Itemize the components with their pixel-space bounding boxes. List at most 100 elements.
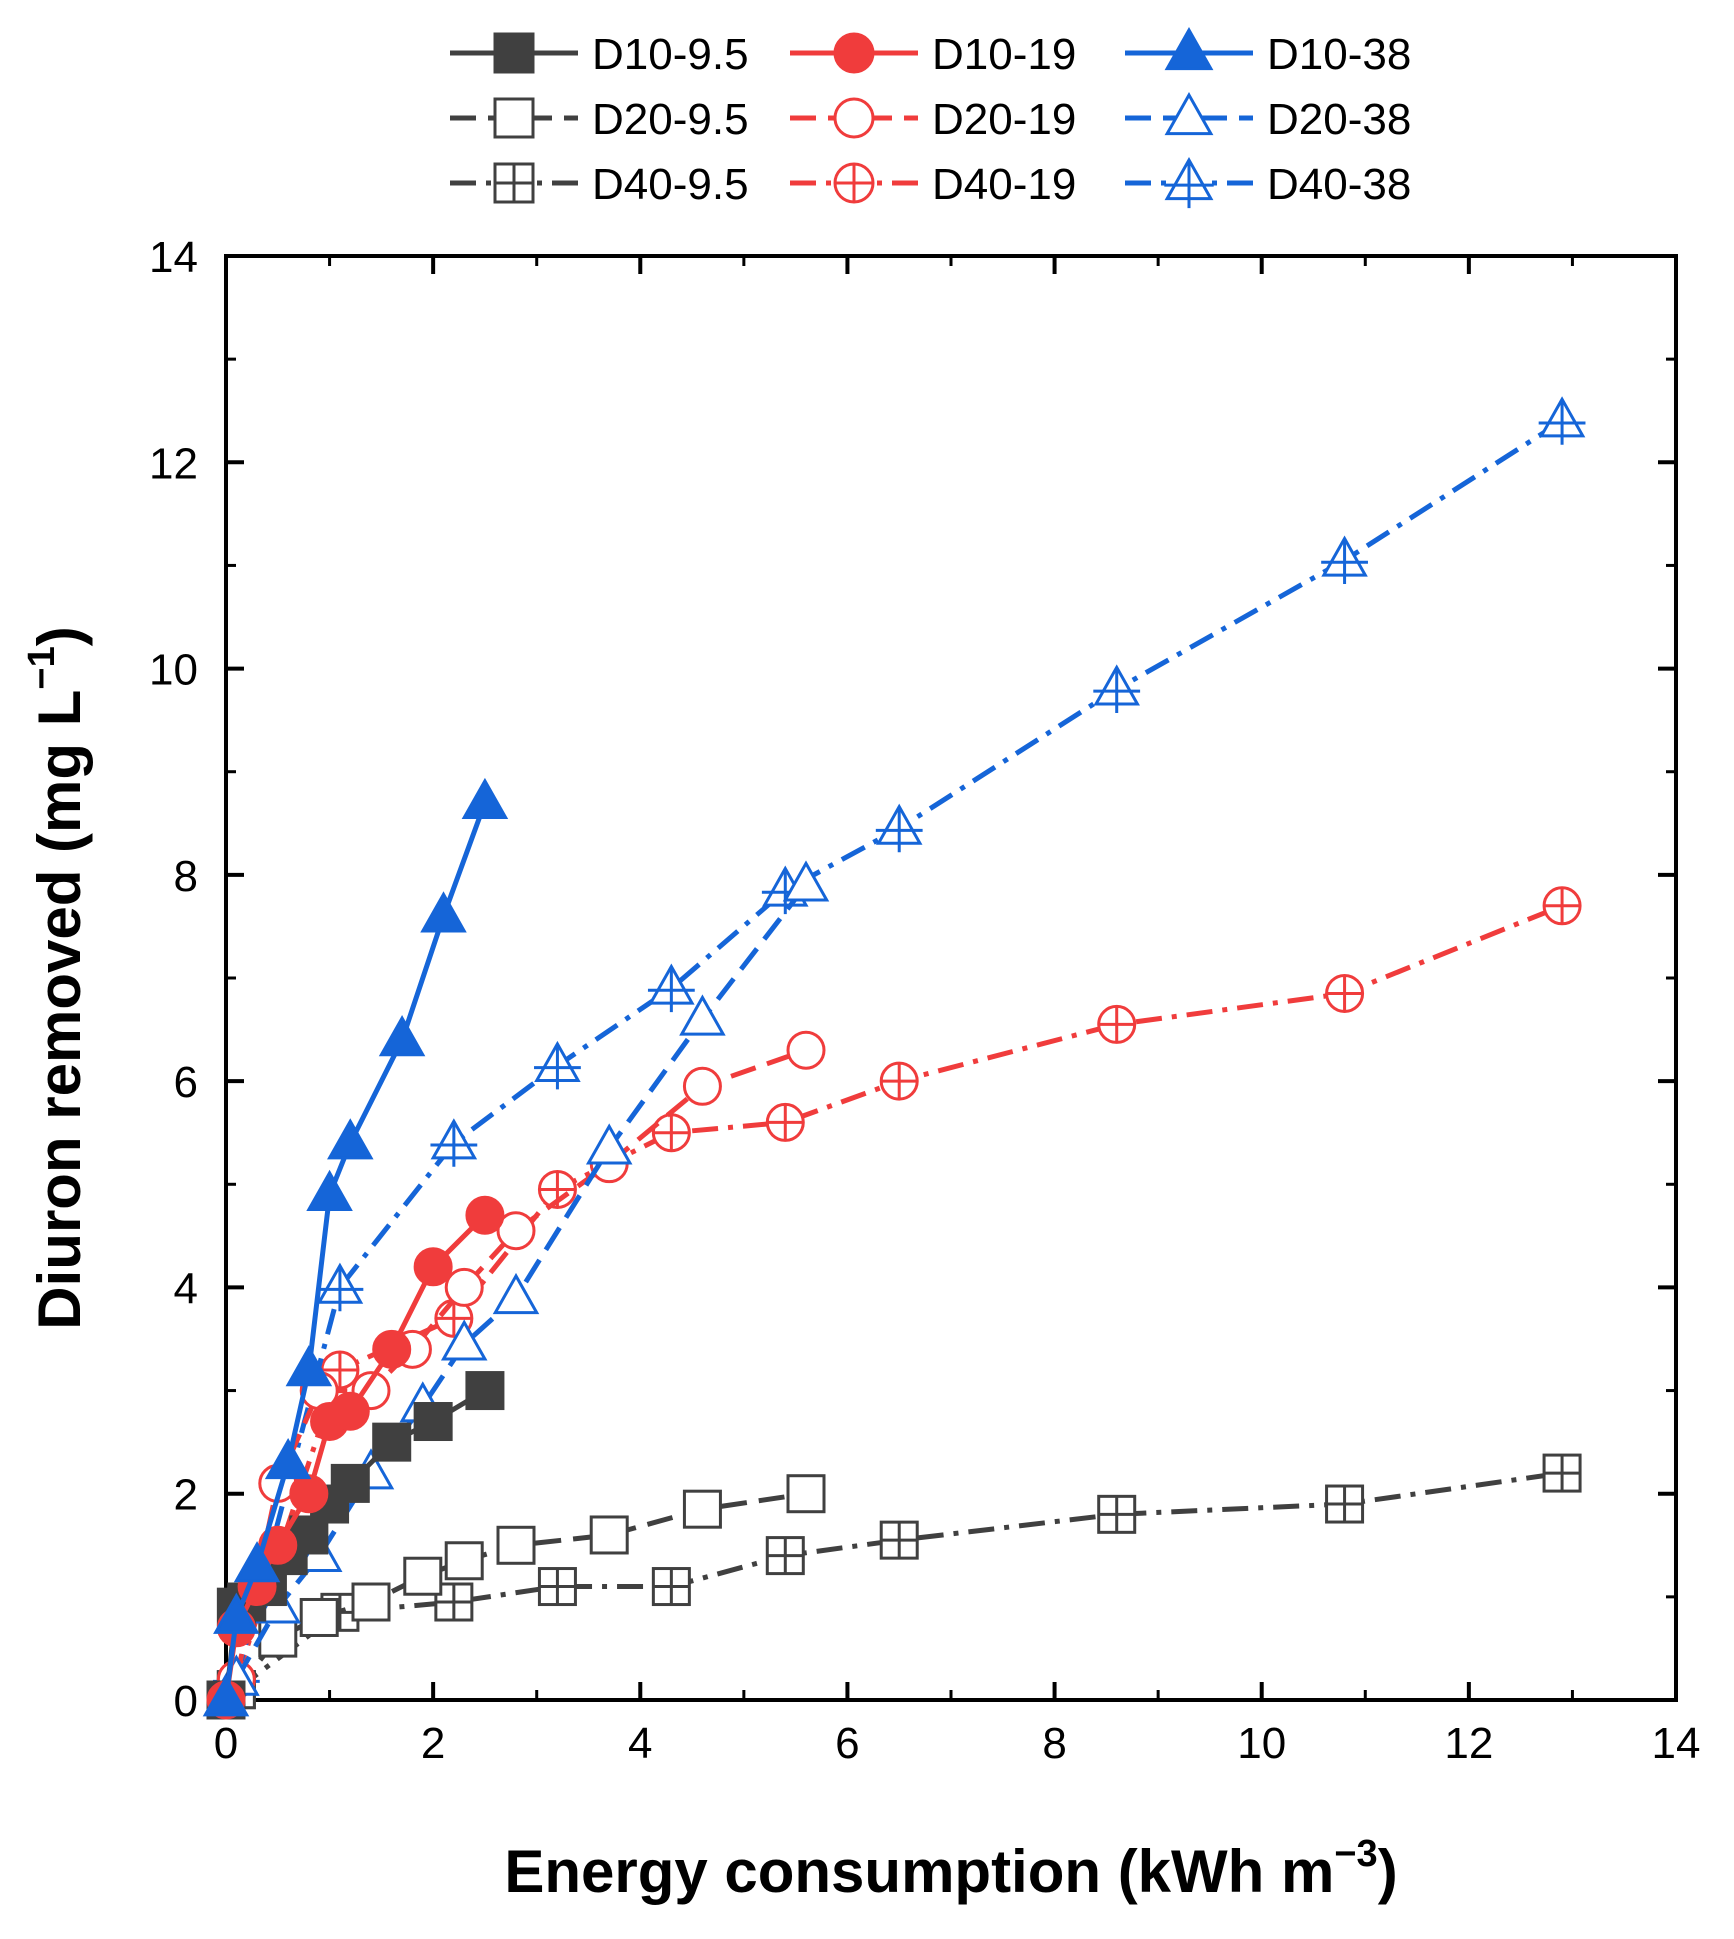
legend-label: D20-38 (1267, 95, 1411, 144)
data-point (589, 1515, 629, 1555)
legend-label: D10-9.5 (592, 30, 749, 79)
marker-square (413, 1402, 453, 1442)
legend-marker (833, 162, 875, 204)
data-point (879, 1061, 919, 1101)
marker-cross (495, 164, 533, 202)
marker-cross (430, 1121, 478, 1167)
data-point (679, 994, 726, 1036)
data-point (299, 1597, 339, 1637)
x-tick-label: 8 (1042, 1719, 1066, 1768)
marker-triangle (233, 1541, 281, 1583)
data-point (430, 1118, 478, 1167)
marker-circle (833, 32, 875, 74)
data-point (1542, 1453, 1582, 1493)
y-tick-label: 4 (174, 1264, 198, 1313)
y-tick-label: 14 (149, 233, 198, 282)
series-D20-38 (213, 860, 830, 1696)
legend-label: D20-9.5 (592, 95, 749, 144)
data-point (202, 1675, 250, 1717)
data-point (403, 1556, 443, 1596)
data-point (465, 1195, 505, 1235)
series-line (234, 903, 1564, 1681)
plot-area: 0 2 4 6 8 10 12 14 0 2 4 6 8 10 12 14 (149, 233, 1700, 1768)
legend-marker (1164, 91, 1214, 136)
marker-triangle (264, 1437, 312, 1480)
x-axis-title-text: Energy consumption (kWh m (504, 1838, 1334, 1905)
marker-cross (534, 1043, 581, 1090)
marker-circle (258, 1525, 298, 1565)
data-point (461, 777, 509, 820)
data-point (782, 860, 830, 902)
marker-cross (653, 1114, 690, 1151)
marker-triangle (327, 1118, 374, 1160)
marker-square (372, 1422, 412, 1462)
data-point (351, 1582, 391, 1622)
marker-cross (647, 966, 695, 1013)
data-point (233, 1541, 281, 1583)
marker-triangle (679, 994, 726, 1036)
marker-triangle (1164, 91, 1214, 136)
marker-circle (289, 1474, 329, 1514)
marker-triangle (213, 1592, 260, 1634)
legend-item: D10-19 (790, 30, 1076, 79)
marker-cross (316, 1265, 364, 1312)
x-tick-label: 6 (835, 1719, 859, 1768)
marker-square (465, 1371, 505, 1411)
legend-marker (493, 162, 535, 204)
data-point (765, 1102, 805, 1142)
data-point (465, 1371, 505, 1411)
data-point (496, 1211, 536, 1251)
data-point (316, 1262, 364, 1312)
data-point (444, 1541, 484, 1581)
x-axis-title-superscript: −3 (1334, 1833, 1377, 1875)
series-line (234, 1491, 807, 1692)
marker-cross (881, 1063, 918, 1100)
x-axis-ticks: 0 2 4 6 8 10 12 14 (214, 256, 1700, 1768)
legend-label: D40-9.5 (592, 160, 749, 209)
marker-cross (435, 1584, 472, 1621)
marker-cross (653, 1568, 690, 1605)
y-tick-label: 12 (149, 439, 198, 488)
data-point (258, 1525, 298, 1565)
marker-square (351, 1582, 391, 1622)
marker-triangle (378, 1015, 426, 1057)
y-axis-title: Diuron removed (mg L−1) (21, 626, 93, 1329)
data-point (765, 1536, 805, 1576)
marker-square (496, 1525, 536, 1565)
data-point (537, 1567, 577, 1607)
plot-frame (224, 254, 1678, 1702)
data-point (492, 1272, 540, 1315)
marker-triangle (585, 1123, 633, 1165)
marker-triangle (306, 1169, 353, 1211)
x-axis-title: Energy consumption (kWh m−3) (504, 1833, 1397, 1905)
x-tick-label: 0 (214, 1719, 238, 1768)
data-point (786, 1030, 826, 1070)
marker-triangle (285, 1345, 333, 1387)
data-point (682, 1489, 722, 1529)
marker-triangle (492, 1272, 540, 1315)
marker-square (403, 1556, 443, 1596)
series-line (233, 1047, 807, 1680)
data-point (1321, 535, 1368, 585)
series-line (234, 1470, 1563, 1692)
data-point (682, 1066, 722, 1106)
marker-cross (1098, 1006, 1135, 1043)
legend-label: D10-38 (1267, 30, 1411, 79)
data-point (651, 1113, 691, 1153)
data-point (534, 1040, 581, 1090)
marker-cross (1164, 160, 1214, 209)
marker-cross (1544, 1455, 1581, 1492)
series-D20-9.5 (216, 1474, 826, 1710)
data-point (647, 963, 695, 1013)
marker-triangle (440, 1319, 488, 1361)
series-line (233, 418, 1564, 1681)
data-point (413, 1247, 453, 1287)
marker-circle (330, 1391, 370, 1431)
series-line (234, 883, 808, 1681)
data-point (372, 1329, 412, 1369)
marker-circle (444, 1267, 484, 1307)
marker-square (493, 97, 535, 139)
marker-circle (496, 1211, 536, 1251)
marker-cross (539, 1568, 576, 1605)
